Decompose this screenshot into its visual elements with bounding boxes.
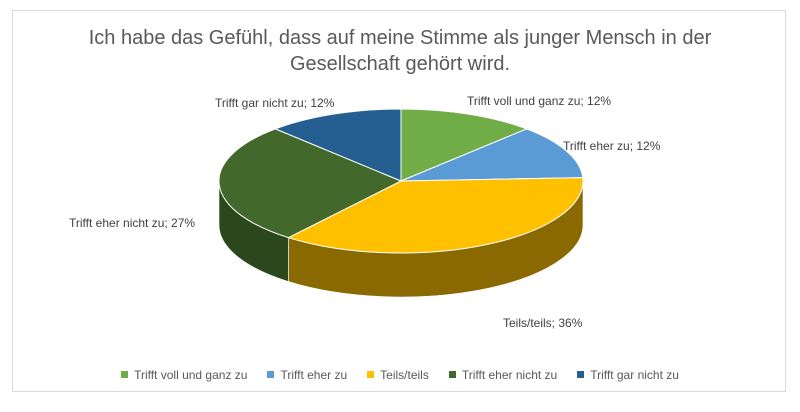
legend-label: Trifft gar nicht zu <box>590 367 679 382</box>
chart-legend: Trifft voll und ganz zu Trifft eher zu Tei… <box>13 367 787 382</box>
data-label-trifft-voll-und-ganz-zu: Trifft voll und ganz zu; 12% <box>467 94 611 108</box>
legend-label: Trifft eher nicht zu <box>461 367 558 382</box>
chart-title: Ich habe das Gefühl, dass auf meine Stim… <box>13 25 787 77</box>
legend-swatch <box>267 371 275 378</box>
legend-item-trifft-voll-und-ganz-zu: Trifft voll und ganz zu <box>121 368 247 382</box>
legend-item-trifft-gar-nicht-zu: Trifft gar nicht zu <box>577 368 679 382</box>
legend-swatch <box>448 371 456 378</box>
pie-slices <box>218 108 584 254</box>
legend-swatch <box>577 371 585 378</box>
data-label-trifft-eher-zu: Trifft eher zu; 12% <box>563 139 661 153</box>
legend-item-teils-teils: Teils/teils <box>367 368 429 382</box>
chart-title-line-2: Gesellschaft gehört wird. <box>289 53 511 75</box>
pie-slice-trifft-gar-nicht-zu <box>274 108 402 182</box>
pie-slice-teils-teils <box>287 177 584 254</box>
pie-slice-trifft-eher-zu <box>400 128 584 182</box>
data-label-trifft-gar-nicht-zu: Trifft gar nicht zu; 12% <box>215 96 335 110</box>
data-label-trifft-eher-nicht-zu: Trifft eher nicht zu; 27% <box>69 216 195 230</box>
legend-item-trifft-eher-nicht-zu: Trifft eher nicht zu <box>448 367 558 382</box>
chart-frame: Ich habe das Gefühl, dass auf meine Stim… <box>12 10 786 392</box>
legend-swatch <box>367 371 375 378</box>
chart-title-line-1: Ich habe das Gefühl, dass auf meine Stim… <box>88 27 712 49</box>
legend-label: Trifft voll und ganz zu <box>134 367 248 382</box>
pie-chart: Trifft voll und ganz zu; 12% Trifft eher … <box>69 94 661 330</box>
legend-item-trifft-eher-zu: Trifft eher zu <box>267 368 347 382</box>
legend-swatch <box>121 371 129 378</box>
legend-label: Trifft eher zu <box>280 367 348 382</box>
pie-slice-trifft-eher-nicht-zu <box>218 128 403 239</box>
legend-label: Teils/teils <box>380 367 429 382</box>
pie-data-labels: Trifft voll und ganz zu; 12% Trifft eher … <box>69 94 661 330</box>
pie-slice-trifft-voll-und-ganz-zu <box>400 108 528 182</box>
data-label-teils-teils: Teils/teils; 36% <box>503 316 583 330</box>
